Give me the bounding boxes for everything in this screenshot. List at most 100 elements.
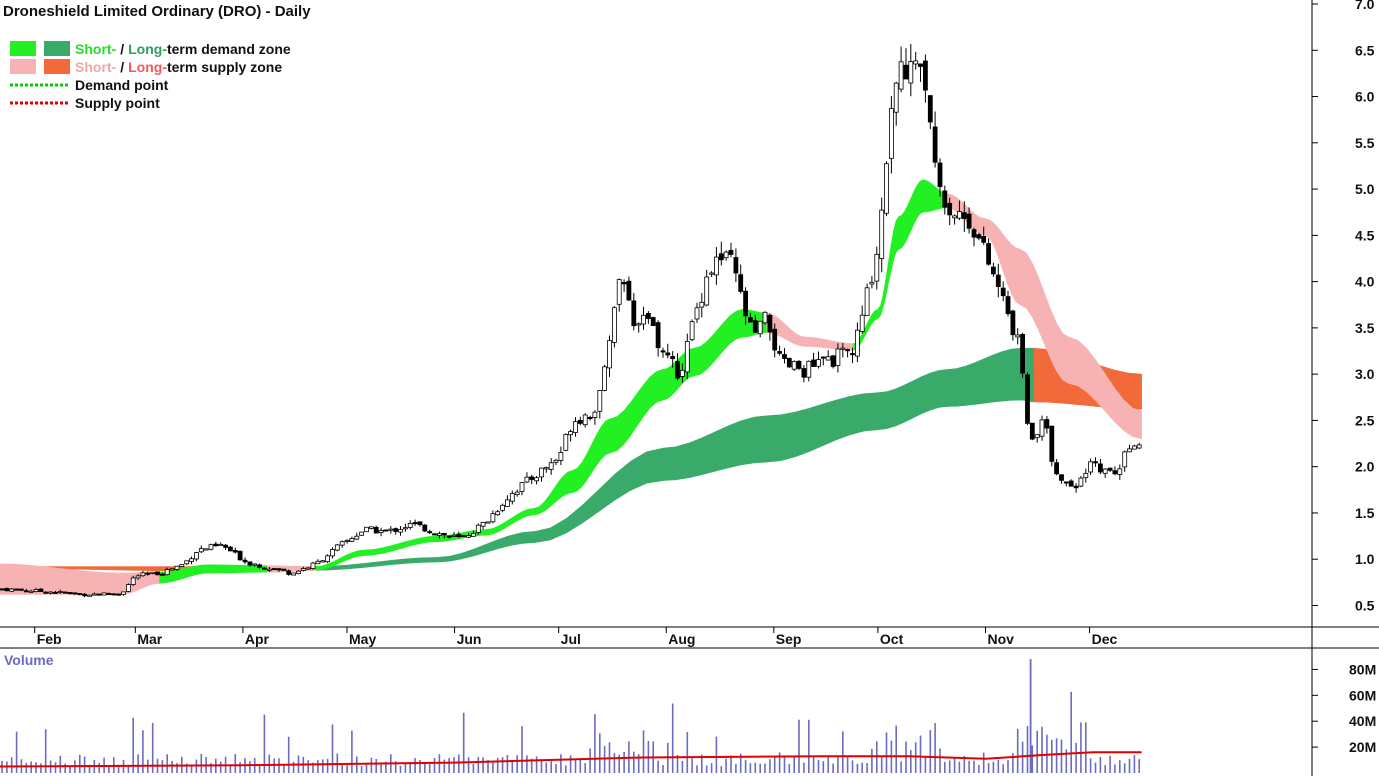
candle-down	[417, 521, 423, 526]
candle-up	[908, 61, 914, 84]
candle-down	[577, 419, 583, 424]
candle-down	[412, 522, 418, 525]
candle-down	[971, 229, 977, 238]
legend-supply-zone: Short- / Long-term supply zone	[75, 59, 282, 75]
candle-down	[271, 568, 277, 571]
candle-up	[495, 511, 501, 516]
volume-tick-label: 20M	[1349, 739, 1376, 755]
candle-down	[801, 368, 807, 378]
candle-down	[903, 64, 909, 80]
candle-up	[305, 567, 311, 570]
candle-up	[1127, 448, 1132, 453]
candle-down	[646, 312, 651, 319]
candle-up	[57, 591, 63, 594]
demand-supply-zones	[0, 179, 1142, 595]
candle-up	[198, 548, 204, 553]
candle-up	[208, 544, 214, 550]
candle-up	[169, 568, 175, 571]
candle-down	[1054, 462, 1059, 475]
candle-down	[281, 568, 287, 571]
candle-up	[33, 589, 39, 592]
candle-up	[140, 572, 146, 577]
candle-down	[587, 416, 593, 419]
candle-up	[1088, 461, 1093, 473]
candle-up	[1078, 477, 1084, 487]
long-term-demand-zone-segment	[877, 369, 948, 431]
candle-down	[461, 535, 467, 538]
candle-down	[830, 355, 836, 367]
candle-down	[43, 591, 49, 594]
candle-down	[621, 281, 627, 285]
candle-up	[407, 523, 413, 528]
candle-up	[723, 251, 729, 259]
time-axis: Feb Mar Apr May Jun Jul Aug Sep Oct Nov Dec	[34, 627, 1118, 647]
candle-down	[655, 322, 661, 349]
candle-down	[422, 524, 428, 532]
candle-up	[573, 421, 578, 434]
candle-down	[227, 546, 233, 552]
time-tick-label: Nov	[987, 631, 1014, 647]
candle-down	[1068, 480, 1074, 487]
short-term-demand-zone-segment	[898, 179, 924, 250]
candle-up	[680, 369, 685, 377]
candle-down	[383, 529, 389, 532]
time-tick-label: Dec	[1092, 631, 1118, 647]
candle-down	[1098, 463, 1103, 473]
candle-up	[568, 431, 573, 436]
volume-bars	[0, 659, 1142, 773]
candle-down	[1063, 481, 1069, 484]
candle-down	[223, 544, 229, 548]
candle-up	[339, 541, 345, 546]
candle-down	[772, 328, 778, 351]
candle-down	[937, 162, 943, 188]
candle-down	[981, 235, 987, 243]
candle-down	[247, 561, 253, 566]
price-tick-label: 6.5	[1355, 42, 1375, 58]
volume-average-line	[0, 751, 1142, 768]
candle-down	[213, 543, 219, 547]
candle-up	[534, 477, 539, 482]
candle-up	[475, 524, 481, 534]
legend-demand-point: Demand point	[75, 77, 169, 93]
long-term-demand-zone-segment	[662, 415, 768, 481]
candle-down	[393, 528, 399, 532]
price-tick-label: 3.0	[1355, 366, 1375, 382]
candle-up	[203, 548, 209, 551]
candle-down	[23, 590, 29, 593]
volume-tick-label: 60M	[1349, 687, 1376, 703]
volume-axis: 20M 40M 60M 80M	[1312, 661, 1376, 755]
candle-up	[757, 320, 763, 335]
legend-demand-long-word: Long-	[128, 41, 167, 57]
candle-down	[14, 588, 20, 591]
candle-up	[291, 572, 297, 576]
candle-up	[451, 534, 457, 537]
time-tick-label: May	[349, 631, 376, 647]
candle-up	[150, 571, 156, 574]
candle-down	[1025, 374, 1030, 424]
candle-up	[436, 533, 442, 536]
candle-down	[111, 593, 117, 596]
candle-up	[689, 321, 695, 341]
candle-down	[261, 567, 267, 570]
candle-up	[354, 535, 360, 540]
candle-up	[121, 591, 126, 595]
legend-supply-short-word: Short-	[75, 59, 117, 75]
candle-up	[607, 340, 612, 369]
candle-down	[631, 300, 637, 327]
candle-down	[991, 266, 996, 275]
candle-down	[145, 572, 151, 575]
time-tick-label: Aug	[668, 631, 695, 647]
legend-demand-suffix: term demand zone	[167, 41, 291, 57]
candle-down	[257, 564, 263, 568]
candle-down	[529, 476, 535, 480]
candle-down	[738, 274, 744, 292]
price-tick-label: 5.0	[1355, 181, 1375, 197]
candle-up	[184, 560, 190, 565]
long-term-demand-zone-segment	[946, 347, 1021, 407]
candle-up	[101, 592, 107, 596]
legend-swatch-short-demand	[10, 41, 36, 56]
candle-up	[378, 530, 384, 533]
candle-up	[879, 209, 885, 259]
candle-down	[1044, 419, 1050, 429]
candle-down	[456, 533, 462, 537]
